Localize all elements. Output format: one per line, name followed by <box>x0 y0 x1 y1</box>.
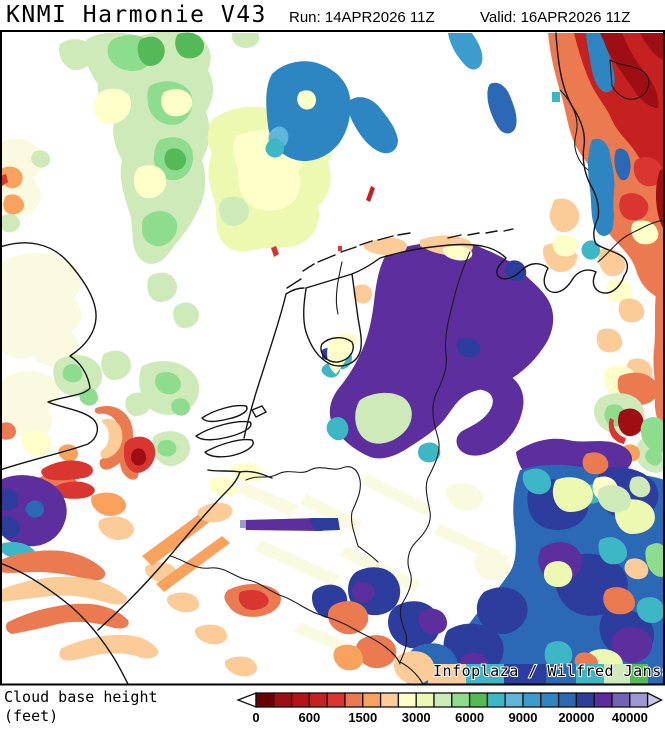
region-greens-northwest <box>2 32 335 467</box>
legend-color-box <box>611 692 631 708</box>
legend-under-range-arrow <box>236 692 257 708</box>
run-timestamp: Run: 14APR2026 11Z <box>289 9 435 26</box>
legend-color-box <box>557 692 578 708</box>
legend-tick-label: 0 <box>252 710 259 725</box>
legend-color-box <box>540 692 560 708</box>
legend-color-box <box>255 692 275 708</box>
legend-colorbar: 0 600 1500 3000 6000 9000 20000 40000 <box>236 691 664 725</box>
region-purple-highcloud-central <box>321 235 554 463</box>
legend-color-box <box>362 692 382 708</box>
legend-color-box <box>290 692 311 708</box>
legend-tick-label: 20000 <box>558 710 594 725</box>
legend-color-box <box>486 692 506 708</box>
legend-title: Cloud base height (feet) <box>4 688 158 726</box>
legend-color-box <box>273 692 293 708</box>
legend-color-box <box>468 692 489 708</box>
region-orange-lowcloud-southwest <box>2 253 340 677</box>
map-border <box>0 30 665 686</box>
legend-color-box <box>522 692 542 708</box>
valid-timestamp: Valid: 16APR2026 11Z <box>480 9 631 26</box>
country-borders <box>169 59 663 684</box>
legend-over-range-arrow <box>646 691 664 709</box>
legend-title-line2: (feet) <box>4 707 59 725</box>
header: KNMI Harmonie V43 Run: 14APR2026 11Z Val… <box>0 0 665 30</box>
legend-color-box <box>593 692 613 708</box>
legend-title-line1: Cloud base height <box>4 688 158 706</box>
legend-tick-label: 1500 <box>348 710 377 725</box>
legend-color-box <box>629 692 649 708</box>
legend-color-box <box>415 692 435 708</box>
legend-color-box <box>397 692 417 708</box>
map-attribution: Infoplaza / Wilfred Janssen <box>433 662 665 680</box>
legend-tick-label: 9000 <box>509 710 538 725</box>
legend-tick-label: 6000 <box>455 710 484 725</box>
legend-tick-label: 3000 <box>402 710 431 725</box>
legend-color-box <box>504 692 524 708</box>
region-blue-patches-north <box>265 33 560 257</box>
legend-color-box <box>308 692 328 708</box>
legend-tick-label: 40000 <box>612 710 648 725</box>
legend-tick-label: 600 <box>299 710 321 725</box>
map-area: Infoplaza / Wilfred Janssen <box>0 30 665 686</box>
region-blue-highcloud-southeast <box>312 417 663 684</box>
legend-color-box <box>326 692 346 708</box>
legend-color-box <box>451 692 471 708</box>
legend-color-box <box>575 692 595 708</box>
legend-color-box <box>433 692 453 708</box>
model-title: KNMI Harmonie V43 <box>6 2 267 28</box>
legend-color-box <box>344 692 364 708</box>
legend-color-box <box>379 692 400 708</box>
coastlines <box>2 32 629 684</box>
